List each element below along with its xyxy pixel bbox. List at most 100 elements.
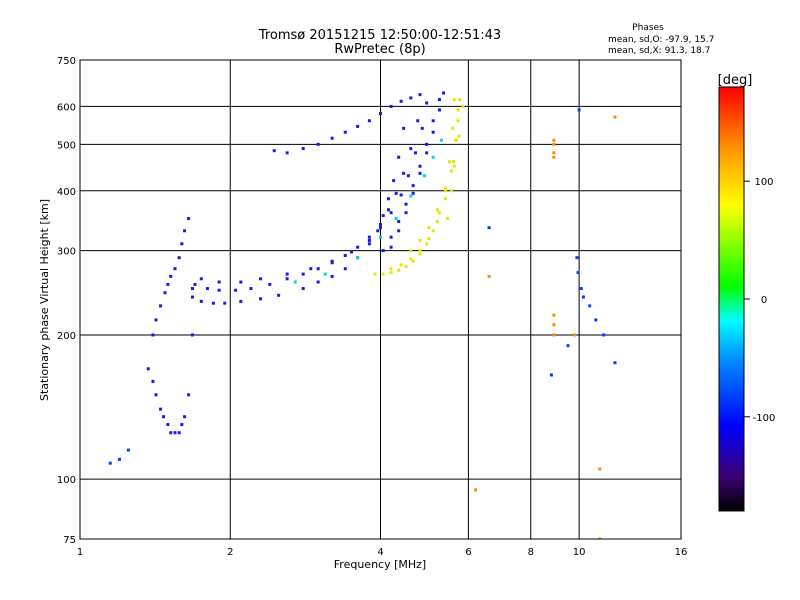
data-point: [399, 99, 403, 103]
data-point: [576, 271, 580, 275]
data-point: [552, 313, 556, 317]
plot-frame: [79, 59, 682, 540]
data-point: [239, 299, 243, 303]
data-point: [154, 393, 158, 397]
data-point: [330, 136, 334, 140]
data-point: [118, 457, 122, 461]
data-point: [409, 96, 413, 100]
data-point: [552, 142, 556, 146]
data-point: [455, 138, 459, 142]
data-point: [406, 174, 410, 178]
data-point: [173, 267, 177, 271]
data-point: [356, 124, 360, 128]
data-point: [418, 164, 422, 168]
data-point: [392, 179, 396, 183]
data-point: [409, 257, 413, 261]
data-point: [190, 333, 194, 337]
data-point: [367, 235, 371, 239]
data-point: [435, 220, 439, 224]
data-point: [330, 259, 334, 263]
y-tick-label: 100: [57, 475, 76, 486]
data-point: [376, 229, 380, 233]
data-point: [461, 104, 465, 108]
data-point: [397, 229, 401, 233]
data-point: [409, 194, 413, 198]
data-point: [180, 423, 184, 427]
data-point: [435, 208, 439, 212]
data-point: [277, 293, 281, 297]
stats-line-x: mean, sd,X: 91.3, 18.7: [608, 46, 710, 56]
data-point: [437, 98, 441, 102]
data-point: [397, 268, 401, 272]
data-point: [425, 242, 429, 246]
data-point: [411, 191, 415, 195]
data-point: [409, 147, 413, 151]
data-point: [409, 249, 413, 253]
data-point: [440, 138, 444, 142]
data-point: [379, 223, 382, 227]
colorbar-label: [deg]: [718, 73, 753, 88]
data-point: [425, 142, 429, 146]
data-point: [187, 393, 191, 397]
x-tick-label: 6: [465, 547, 471, 558]
chart-subtitle: RwPretec (8p): [334, 42, 425, 57]
chart-title: Tromsø 20151215 12:50:00-12:51:43: [258, 28, 501, 43]
data-point: [199, 277, 203, 281]
data-point: [343, 130, 347, 134]
data-point: [573, 333, 577, 337]
data-point: [268, 282, 272, 286]
x-tick-label: 1: [77, 547, 83, 558]
data-point: [446, 217, 450, 221]
data-point: [577, 108, 581, 112]
data-point: [350, 250, 354, 254]
data-point: [163, 291, 167, 295]
data-point: [437, 108, 441, 112]
data-point: [613, 361, 617, 365]
data-point: [316, 267, 320, 271]
data-point: [394, 191, 398, 195]
data-point: [431, 119, 435, 123]
data-point: [301, 272, 305, 276]
data-point: [249, 287, 253, 291]
data-point: [367, 242, 371, 246]
data-point: [552, 155, 556, 159]
data-point: [420, 126, 424, 130]
data-point: [598, 537, 602, 539]
data-point: [211, 301, 215, 305]
data-point: [598, 467, 602, 471]
data-point: [452, 98, 456, 102]
data-point: [449, 169, 453, 173]
data-point: [126, 448, 130, 452]
data-point: [356, 256, 360, 260]
data-point: [418, 252, 422, 256]
data-point: [386, 208, 390, 212]
colorbar-ticks: 100 0 -100: [744, 177, 775, 424]
data-point: [187, 217, 191, 221]
data-point: [431, 229, 435, 233]
data-point: [418, 171, 422, 175]
data-point: [487, 226, 491, 230]
data-point: [367, 238, 371, 242]
data-point: [108, 461, 112, 465]
data-point: [343, 267, 347, 271]
data-point: [301, 287, 305, 291]
data-point: [549, 373, 553, 377]
data-point: [223, 301, 227, 305]
data-point: [316, 142, 320, 146]
data-point: [151, 379, 155, 383]
data-point: [437, 211, 441, 215]
data-point: [427, 226, 431, 230]
colorbar-tick-label: 0: [761, 295, 767, 306]
data-point: [431, 130, 435, 134]
data-point: [552, 138, 556, 142]
data-point: [379, 226, 382, 230]
colorbar-tick-label: 100: [754, 177, 773, 188]
colorbar-tick-label: -100: [753, 413, 776, 424]
data-point: [234, 288, 238, 292]
data-point: [581, 295, 585, 299]
y-tick-label: 300: [57, 247, 76, 258]
data-point: [473, 488, 477, 492]
data-point: [193, 282, 197, 286]
data-point: [399, 193, 403, 197]
